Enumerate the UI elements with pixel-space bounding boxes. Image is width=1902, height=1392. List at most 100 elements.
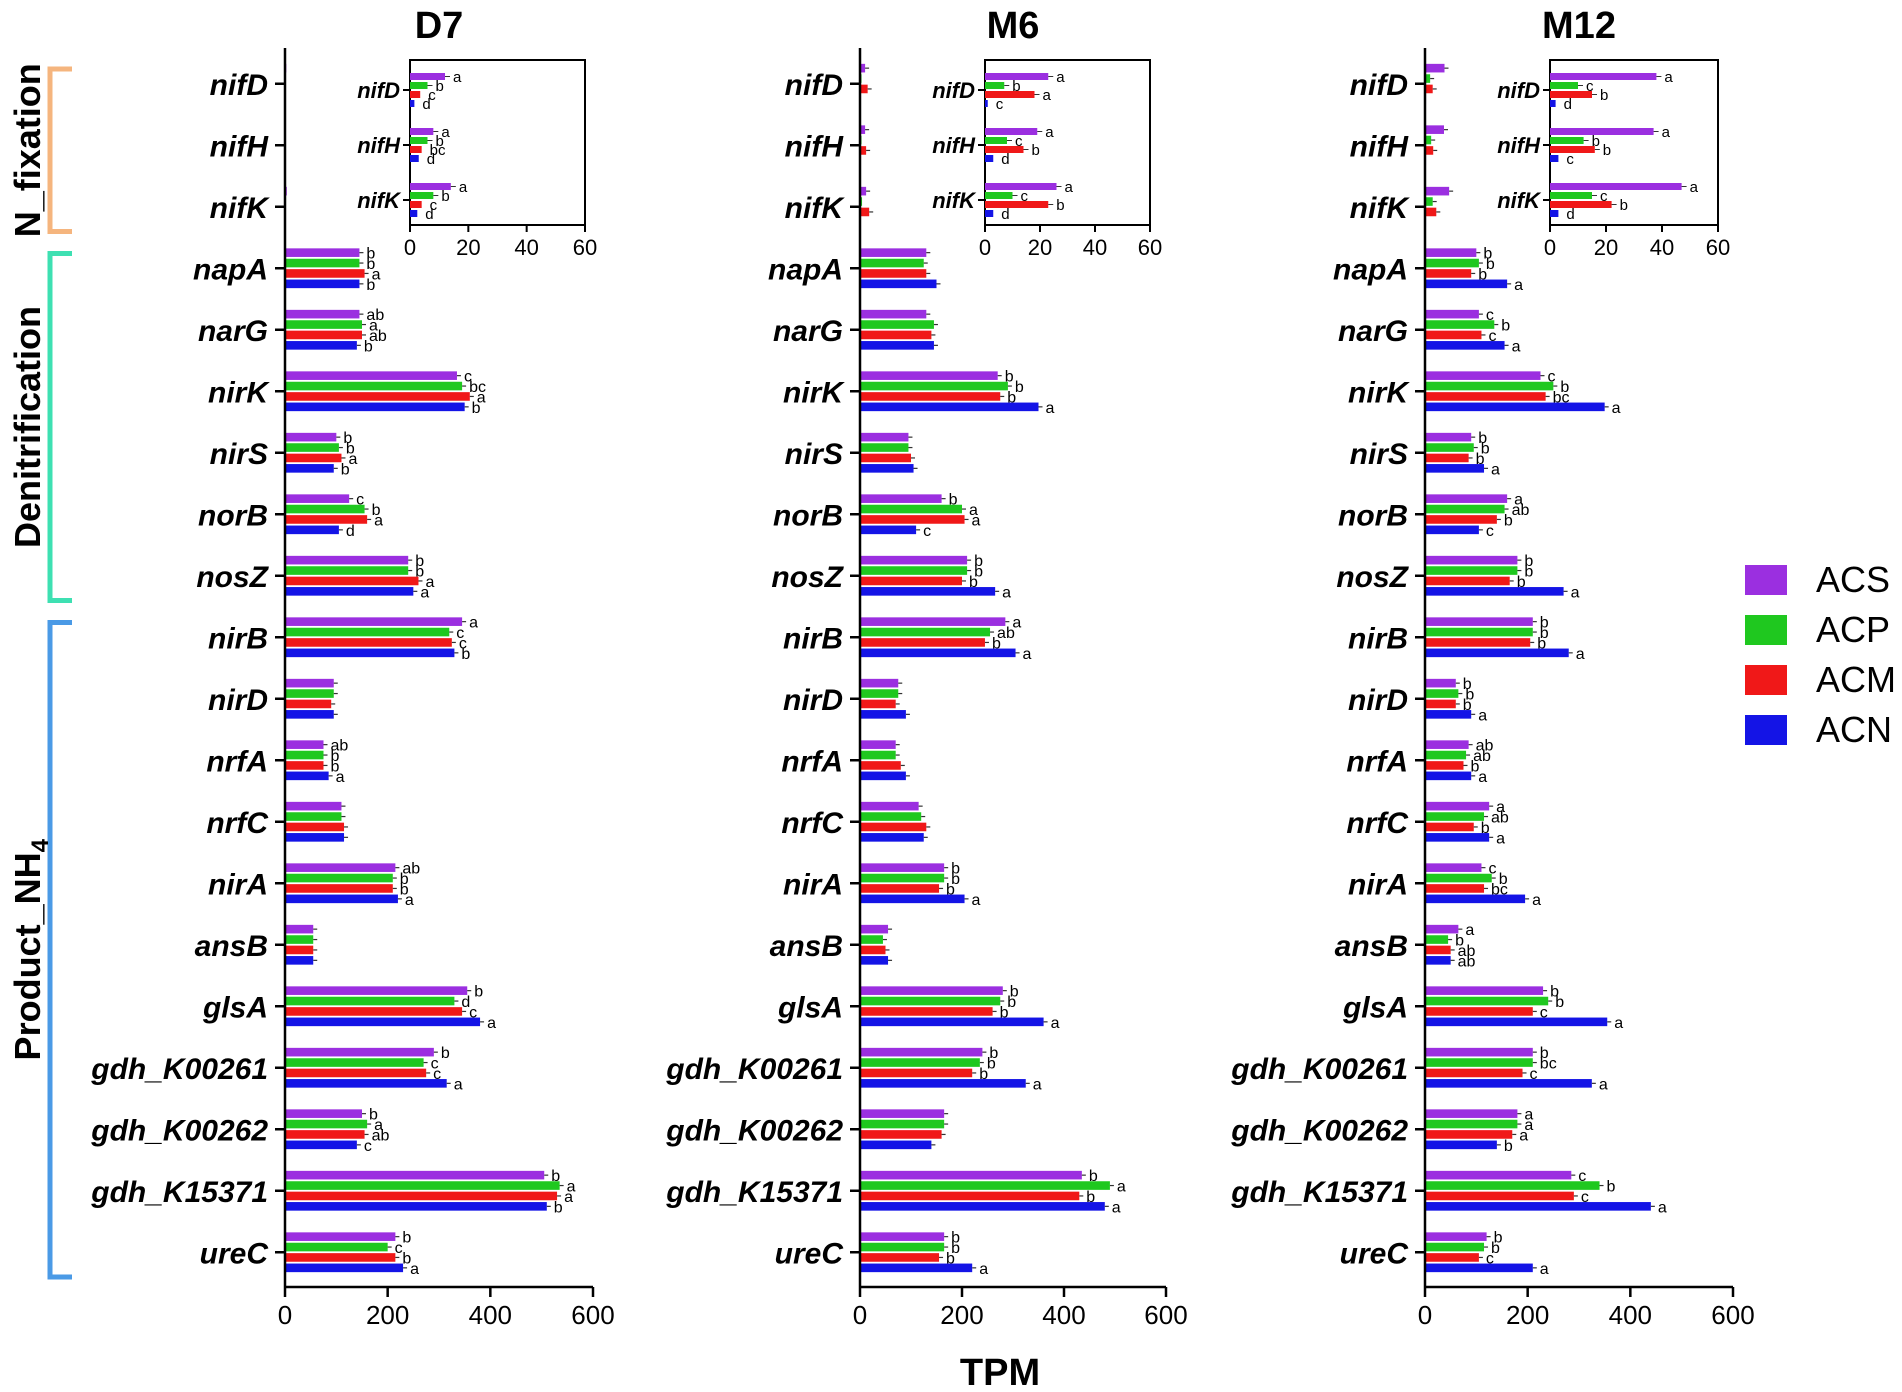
inset-significance-letter: d [422, 96, 430, 113]
significance-letter: a [1046, 400, 1055, 417]
gene-label: glsA [202, 991, 268, 1024]
bar-acs [1425, 555, 1518, 565]
bar-acs [285, 801, 342, 811]
bar-acp [285, 996, 455, 1006]
bar-acs [285, 1232, 396, 1241]
significance-letter: a [1514, 277, 1523, 294]
significance-letter: c [356, 492, 364, 509]
bracket-line [47, 620, 72, 1280]
bar-acm [285, 638, 452, 647]
inset-bar-acp [985, 137, 1007, 144]
inset-frame [984, 59, 1151, 226]
significance-letter: ab [1458, 953, 1476, 970]
bar-acm [860, 330, 932, 340]
inset-significance-letter: b [1056, 197, 1064, 214]
bar-acn [860, 1017, 1044, 1027]
bar-acn [860, 525, 917, 535]
significance-letter: b [1086, 1189, 1095, 1206]
inset-significance-letter: d [427, 151, 435, 168]
significance-letter: c [395, 1240, 403, 1257]
significance-letter: b [1499, 871, 1508, 888]
bar-acp [1425, 873, 1492, 883]
bar-acm [285, 1253, 396, 1262]
inset-bar-acm [1550, 91, 1592, 98]
significance-letter: b [1494, 1230, 1503, 1247]
gene-label: nrfA [781, 745, 843, 778]
significance-letter: b [1540, 615, 1549, 632]
inset-significance-letter: c [996, 96, 1004, 113]
significance-letter: a [487, 1015, 496, 1032]
bar-acn [1425, 1140, 1497, 1150]
bar-acp [1425, 750, 1467, 760]
gene-label: narG [198, 315, 268, 348]
inset-bar-acn [1550, 155, 1559, 162]
bar-acn [1425, 587, 1564, 596]
gene-label: nirB [1348, 622, 1408, 655]
bar-acn [860, 956, 889, 965]
bar-acn [1425, 341, 1505, 350]
gene-label: nrfA [1346, 745, 1408, 778]
bar-acs [860, 678, 899, 688]
bar-acm [1425, 515, 1497, 524]
bar-acs [1425, 125, 1444, 134]
significance-letter: a [1112, 1199, 1121, 1216]
bar-acs [1425, 1232, 1487, 1241]
significance-letter: c [1548, 369, 1556, 386]
significance-letter: b [987, 1056, 996, 1073]
significance-letter: b [343, 430, 352, 447]
bar-acn [860, 648, 1016, 658]
bar-acn [1425, 1017, 1608, 1027]
panel-title: D7 [415, 5, 464, 47]
bar-acn [1425, 771, 1472, 781]
gene-label: nirK [1348, 376, 1410, 409]
gene-label: nirS [210, 438, 268, 471]
inset-significance-letter: c [1566, 151, 1574, 168]
significance-letter: a [1023, 646, 1032, 663]
bar-acm [285, 392, 470, 401]
inset-bar-acn [410, 155, 419, 162]
inset-significance-letter: b [1592, 133, 1600, 150]
bar-acp [860, 750, 896, 760]
bar-acp [860, 1119, 945, 1129]
bar-acn [285, 894, 398, 904]
bar-acs [860, 740, 896, 749]
bar-acp [860, 443, 909, 452]
inset-x-tick-label: 20 [456, 235, 480, 260]
bar-acs [1425, 863, 1482, 872]
inset-significance-letter: a [453, 69, 462, 86]
significance-letter: b [1015, 379, 1024, 396]
bar-acs [285, 924, 314, 934]
bar-acs [860, 924, 889, 934]
bar-acm [1425, 1007, 1533, 1016]
significance-letter: c [1578, 1168, 1586, 1185]
significance-letter: bc [1491, 881, 1508, 898]
bar-acm [1425, 822, 1474, 832]
bar-acp [860, 320, 934, 329]
gene-label: nosZ [196, 561, 269, 594]
gene-label: nrfA [206, 745, 268, 778]
bar-acp [1425, 320, 1495, 329]
group-bracket: N_fixation [7, 63, 72, 237]
bar-acm [860, 1130, 942, 1139]
significance-letter: b [1555, 994, 1564, 1011]
bar-acp [1425, 1242, 1485, 1252]
bar-acm [860, 699, 896, 709]
bar-acn [285, 771, 329, 781]
inset-bar-acp [1550, 82, 1578, 89]
significance-letter: b [951, 1230, 960, 1247]
gene-label: ansB [195, 930, 268, 963]
significance-letter: a [348, 451, 357, 468]
bar-acp [285, 1058, 424, 1067]
significance-letter: b [1524, 564, 1533, 581]
inset-bar-acp [1550, 192, 1592, 199]
bar-acm [860, 453, 911, 463]
inset-significance-letter: c [1021, 188, 1029, 205]
bar-acs [860, 1232, 945, 1241]
significance-letter: a [372, 266, 381, 283]
inset-bar-acn [410, 210, 418, 217]
bar-acn [285, 1140, 357, 1150]
bar-acs [1425, 432, 1472, 442]
significance-letter: a [1540, 1261, 1549, 1278]
